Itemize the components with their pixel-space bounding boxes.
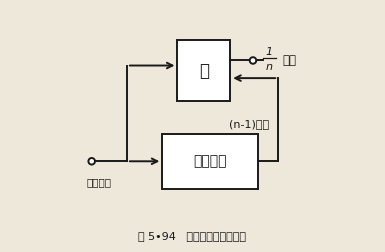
Text: 图 5•94   采用数字电路的分频: 图 5•94 采用数字电路的分频 [139, 231, 246, 241]
Text: 输入信号: 输入信号 [87, 178, 112, 188]
Text: 门: 门 [199, 61, 209, 80]
Text: 1: 1 [266, 47, 273, 57]
Text: (n-1)检出: (n-1)检出 [229, 118, 269, 129]
Circle shape [250, 57, 256, 64]
Circle shape [89, 158, 95, 165]
Text: n: n [266, 62, 273, 72]
Text: 输出: 输出 [282, 54, 296, 67]
Bar [162, 134, 258, 189]
Text: 计数电路: 计数电路 [193, 154, 227, 168]
Bar [177, 40, 230, 101]
